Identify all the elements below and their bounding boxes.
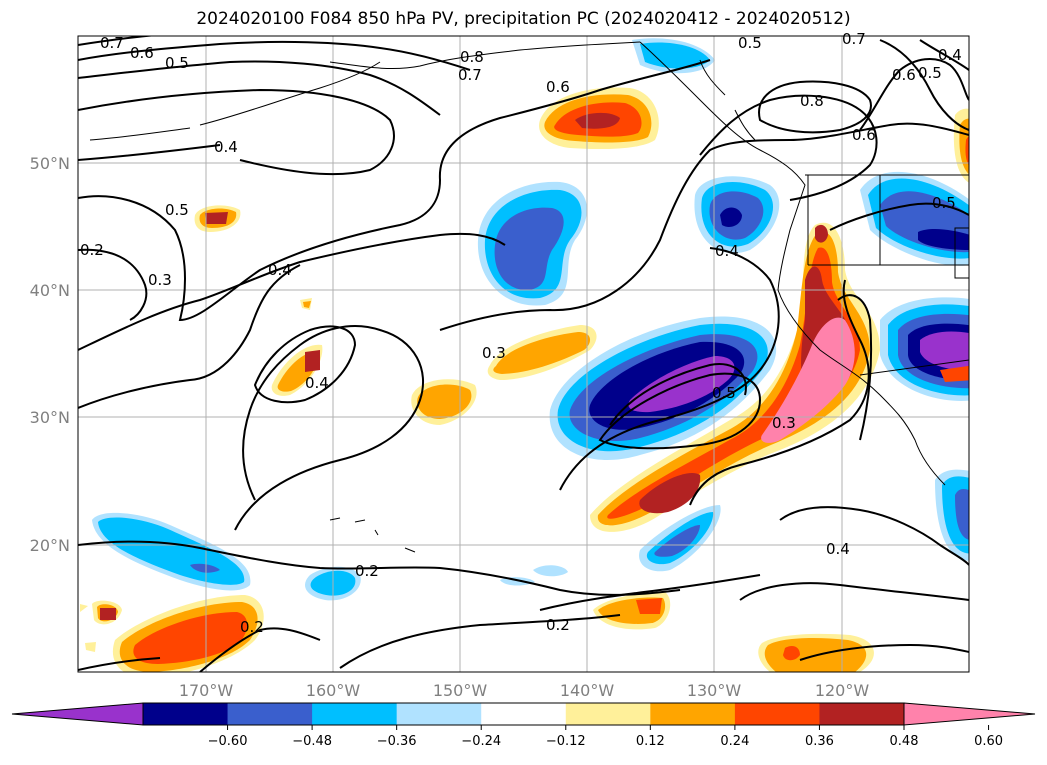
colorbar-tick-label: −0.24 [461, 734, 501, 749]
lat-label: 20°N [30, 536, 70, 555]
contour-label: 0.6 [546, 78, 570, 96]
colorbar-labels: −0.60 −0.48 −0.36 −0.24 −0.12 0.12 0.24 0.36 0.4… [208, 734, 1003, 749]
contour-labels: 0.7 0.6 0.5 0.8 0.7 0.6 0.5 0.7 0.6 0.5 … [80, 30, 962, 636]
contour-label: 0.3 [148, 271, 172, 289]
colorbar-outline [142, 702, 905, 726]
contour-label: 0.7 [100, 34, 124, 52]
contour-label: 0.5 [918, 64, 942, 82]
colorbar-tick-label: 0.24 [720, 734, 749, 749]
contour-label: 0.4 [268, 261, 292, 279]
contour-label: 0.4 [715, 242, 739, 260]
contour-label: 0.3 [772, 414, 796, 432]
colorbar-tick-label: 0.48 [890, 734, 919, 749]
contour-label: 0.4 [938, 46, 962, 64]
colorbar-tick-label: −0.36 [377, 734, 417, 749]
colorbar-extend-max [903, 702, 1036, 726]
colorbar [11, 702, 1036, 730]
contour-label: 0.8 [800, 92, 824, 110]
pv-contours [78, 36, 969, 672]
contour-label: 0.4 [214, 138, 238, 156]
precipitation-shading [80, 38, 969, 672]
graticule [78, 36, 969, 672]
lon-label: 120°W [815, 681, 870, 700]
contour-label: 0.6 [892, 66, 916, 84]
colorbar-tick-label: −0.12 [546, 734, 586, 749]
contour-label: 0.8 [460, 48, 484, 66]
colorbar-bin [227, 703, 313, 725]
contour-label: 0.5 [738, 34, 762, 52]
colorbar-bin [396, 703, 482, 725]
coastlines [89, 41, 969, 553]
contour-label: 0.5 [165, 54, 189, 72]
contour-label: 0.4 [826, 540, 850, 558]
map-title: 2024020100 F084 850 hPa PV, precipitatio… [196, 9, 851, 29]
contour-label: 0.2 [80, 241, 104, 259]
latitude-labels: 50°N 40°N 30°N 20°N [30, 154, 70, 555]
contour-label: 0.7 [842, 30, 866, 48]
colorbar-extend-min [11, 702, 144, 726]
contour-label: 0.4 [305, 374, 329, 392]
colorbar-bin [819, 703, 905, 725]
contour-label: 0.2 [355, 562, 379, 580]
colorbar-tick-label: 0.60 [974, 734, 1003, 749]
colorbar-tick-label: −0.60 [208, 734, 248, 749]
contour-label: 0.6 [130, 44, 154, 62]
contour-label: 0.5 [712, 384, 736, 402]
lon-label: 160°W [306, 681, 361, 700]
lon-label: 130°W [687, 681, 742, 700]
lat-label: 40°N [30, 281, 70, 300]
contour-label: 0.5 [932, 194, 956, 212]
contour-label: 0.7 [458, 66, 482, 84]
colorbar-bin [734, 703, 820, 725]
colorbar-tick-label: 0.36 [805, 734, 834, 749]
contour-label: 0.2 [240, 618, 264, 636]
colorbar-tick-label: −0.48 [292, 734, 332, 749]
lon-label: 170°W [179, 681, 234, 700]
longitude-labels: 170°W 160°W 150°W 140°W 130°W 120°W [179, 681, 870, 700]
colorbar-bin [312, 703, 398, 725]
contour-label: 0.3 [482, 344, 506, 362]
contour-label: 0.6 [852, 126, 876, 144]
colorbar-bin [143, 703, 229, 725]
colorbar-tick-label: 0.12 [636, 734, 665, 749]
lat-label: 30°N [30, 408, 70, 427]
lon-label: 150°W [433, 681, 488, 700]
map-frame [77, 35, 970, 673]
colorbar-bin [650, 703, 736, 725]
contour-label: 0.2 [546, 616, 570, 634]
colorbar-bin [481, 703, 567, 725]
lat-label: 50°N [30, 154, 70, 173]
colorbar-bin [565, 703, 651, 725]
contour-label: 0.5 [165, 201, 189, 219]
lon-label: 140°W [560, 681, 615, 700]
